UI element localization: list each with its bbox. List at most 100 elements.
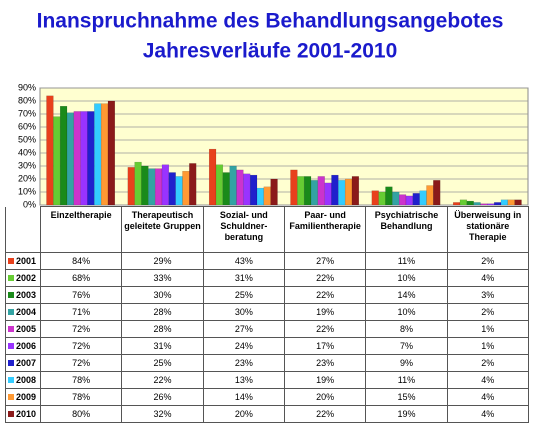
value-cell: 2% xyxy=(446,252,529,270)
bar xyxy=(392,191,400,206)
bar xyxy=(46,95,54,206)
value-cell: 13% xyxy=(202,371,285,389)
plot-area xyxy=(39,87,529,206)
value-cell: 11% xyxy=(365,371,448,389)
bar xyxy=(297,176,305,206)
legend-swatch xyxy=(8,326,14,332)
bar xyxy=(398,194,407,206)
y-tick-label: 30% xyxy=(18,160,36,170)
value-cell: 22% xyxy=(121,371,204,389)
corner-cell xyxy=(5,206,41,253)
value-cell: 71% xyxy=(39,303,123,321)
bar xyxy=(236,169,244,206)
value-cell: 19% xyxy=(283,303,367,321)
value-cell: 22% xyxy=(283,269,367,287)
value-cell: 20% xyxy=(202,405,285,423)
legend-swatch xyxy=(8,377,14,383)
bar xyxy=(317,176,325,206)
bar xyxy=(459,199,468,206)
legend-swatch xyxy=(8,309,14,315)
bar xyxy=(168,172,176,206)
table-row: 2005 72% 28% 27% 22% 8% 1% xyxy=(5,320,529,338)
bar xyxy=(107,100,116,206)
category-label: Therapeutisch geleitete Gruppen xyxy=(121,206,204,253)
bar xyxy=(100,103,109,206)
value-cell: 72% xyxy=(39,337,123,355)
legend-entry: 2009 xyxy=(5,388,41,406)
bar xyxy=(59,105,68,206)
bar xyxy=(487,203,495,206)
legend-label: 2007 xyxy=(16,358,37,368)
legend-swatch xyxy=(8,394,14,400)
bar xyxy=(222,172,230,206)
legend-label: 2010 xyxy=(16,409,37,419)
bar xyxy=(94,103,102,206)
bar xyxy=(154,168,163,206)
header-row: Einzeltherapie Therapeutisch geleitete Gr… xyxy=(5,206,529,253)
value-cell: 28% xyxy=(121,320,204,338)
value-cell: 10% xyxy=(365,269,448,287)
value-cell: 2% xyxy=(446,354,529,372)
bar xyxy=(270,178,278,206)
table-row: 2003 76% 30% 25% 22% 14% 3% xyxy=(5,286,529,304)
table-row: 2001 84% 29% 43% 27% 11% 2% xyxy=(5,252,529,270)
table-row: 2006 72% 31% 24% 17% 7% 1% xyxy=(5,337,529,355)
value-cell: 24% xyxy=(202,337,285,355)
value-cell: 9% xyxy=(365,354,448,372)
value-cell: 1% xyxy=(446,337,529,355)
bar xyxy=(66,112,75,206)
bar xyxy=(208,148,217,206)
bar xyxy=(127,167,135,206)
bar xyxy=(80,111,88,206)
bar xyxy=(256,187,265,206)
bar xyxy=(229,165,237,206)
bar xyxy=(493,202,502,206)
value-cell: 28% xyxy=(121,303,204,321)
value-cell: 23% xyxy=(283,354,367,372)
bar xyxy=(249,174,258,206)
bar xyxy=(189,163,197,206)
bar xyxy=(426,185,434,206)
value-cell: 33% xyxy=(121,269,204,287)
table-row: 2004 71% 28% 30% 19% 10% 2% xyxy=(5,303,529,321)
bar xyxy=(452,202,461,206)
value-cell: 4% xyxy=(446,388,529,406)
value-cell: 2% xyxy=(446,303,529,321)
value-cell: 22% xyxy=(283,286,367,304)
value-cell: 84% xyxy=(39,252,123,270)
legend-entry: 2006 xyxy=(5,337,41,355)
category-label: Überweisung in stationäre Therapie xyxy=(446,206,529,253)
y-tick-label: 80% xyxy=(18,95,36,105)
y-tick-label: 70% xyxy=(18,108,36,118)
bar xyxy=(412,193,420,206)
category-label: Einzeltherapie xyxy=(39,206,123,253)
bar xyxy=(331,174,339,206)
legend-swatch xyxy=(8,360,14,366)
legend-label: 2001 xyxy=(16,256,37,266)
legend-label: 2003 xyxy=(16,290,37,300)
bar xyxy=(182,170,190,206)
value-cell: 7% xyxy=(365,337,448,355)
value-cell: 23% xyxy=(202,354,285,372)
bar xyxy=(405,195,414,206)
value-cell: 72% xyxy=(39,320,123,338)
chart-subtitle: Jahresverläufe 2001-2010 xyxy=(143,40,398,63)
value-cell: 1% xyxy=(446,320,529,338)
value-cell: 25% xyxy=(202,286,285,304)
bar xyxy=(215,164,224,206)
y-tick-label: 20% xyxy=(18,173,36,183)
legend-entry: 2005 xyxy=(5,320,41,338)
legend-entry: 2003 xyxy=(5,286,41,304)
value-cell: 68% xyxy=(39,269,123,287)
value-cell: 26% xyxy=(121,388,204,406)
legend-swatch xyxy=(8,258,14,264)
y-tick-label: 0% xyxy=(23,199,36,209)
value-cell: 43% xyxy=(202,252,285,270)
value-cell: 14% xyxy=(202,388,285,406)
bar xyxy=(419,190,427,206)
bar xyxy=(243,173,251,206)
value-cell: 78% xyxy=(39,371,123,389)
category-label: Paar- und Familientherapie xyxy=(283,206,367,253)
bar xyxy=(87,111,95,206)
value-cell: 78% xyxy=(39,388,123,406)
